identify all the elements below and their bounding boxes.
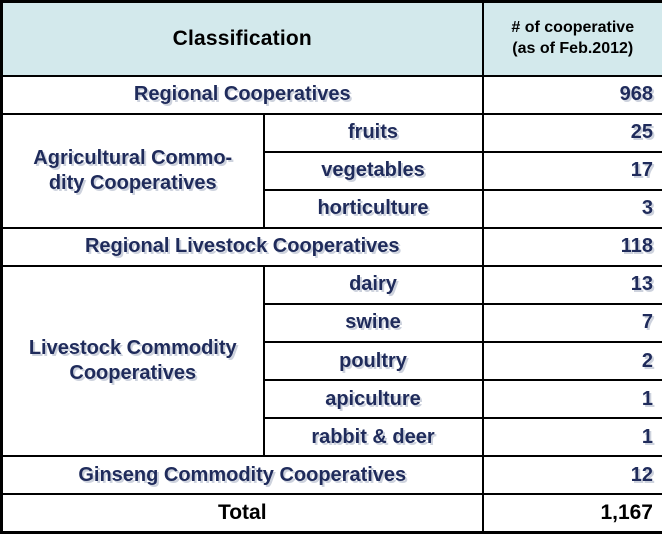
row-agri-horticulture: horticulture 3 <box>2 188 662 229</box>
total-value: 1,167 <box>481 493 662 534</box>
poultry-label: poultry <box>262 341 484 382</box>
livestock-commodity-group-label: Livestock Commodity Cooperatives <box>0 264 265 458</box>
row-regional-cooperatives: Regional Cooperatives 968 <box>0 74 662 115</box>
ginseng-value: 12 <box>481 455 662 496</box>
vegetables-value: 17 <box>481 150 662 191</box>
dairy-value: 13 <box>481 264 662 305</box>
header-classification: Classification <box>0 0 484 77</box>
agricultural-group-line1: Agricultural Commo- <box>33 146 233 169</box>
regional-cooperatives-label: Regional Cooperatives <box>0 74 484 115</box>
row-agri-fruits: Agricultural Commo- dity Cooperatives fr… <box>0 112 662 229</box>
dairy-label: dairy <box>262 264 484 305</box>
agricultural-group-line2: dity Cooperatives <box>48 171 217 194</box>
fruits-label: fruits <box>262 112 484 153</box>
row-livestock-apiculture: apiculture 1 <box>2 379 662 420</box>
row-agri-vegetables: vegetables 17 <box>2 150 662 191</box>
table-header-row: Classification # of cooperative (as of F… <box>0 0 662 77</box>
swine-label: swine <box>262 302 484 344</box>
poultry-value: 2 <box>481 341 662 382</box>
apiculture-value: 1 <box>481 379 662 420</box>
rabbit-deer-value: 1 <box>481 417 662 458</box>
header-count-line2: (as of Feb.2012) <box>512 39 634 57</box>
rabbit-deer-label: rabbit & deer <box>262 417 484 458</box>
agricultural-commodity-group-label: Agricultural Commo- dity Cooperatives <box>0 112 265 229</box>
row-livestock-poultry: poultry 2 <box>2 341 662 382</box>
total-label: Total <box>0 493 484 534</box>
regional-cooperatives-value: 968 <box>481 74 662 115</box>
ginseng-label: Ginseng Commodity Cooperatives <box>0 455 484 496</box>
row-livestock-dairy: Livestock Commodity Cooperatives dairy 1… <box>0 264 662 458</box>
header-count-line1: # of cooperative <box>511 18 635 36</box>
apiculture-label: apiculture <box>262 379 484 420</box>
fruits-value: 25 <box>481 112 662 153</box>
row-livestock-swine: swine 7 <box>2 302 662 344</box>
regional-livestock-label: Regional Livestock Cooperatives <box>0 226 484 267</box>
row-ginseng-commodity-cooperatives: Ginseng Commodity Cooperatives 12 <box>0 455 662 496</box>
horticulture-value: 3 <box>481 188 662 229</box>
header-cooperative-count: # of cooperative (as of Feb.2012) <box>481 0 662 77</box>
row-total: Total 1,167 <box>0 493 662 534</box>
swine-value: 7 <box>481 302 662 344</box>
row-regional-livestock-cooperatives: Regional Livestock Cooperatives 118 <box>0 226 662 267</box>
regional-livestock-value: 118 <box>481 226 662 267</box>
vegetables-label: vegetables <box>262 150 484 191</box>
row-livestock-rabbit-deer: rabbit & deer 1 <box>2 417 662 458</box>
livestock-group-line1: Livestock Commodity <box>28 337 237 360</box>
livestock-group-line2: Cooperatives <box>69 362 197 385</box>
horticulture-label: horticulture <box>262 188 484 229</box>
